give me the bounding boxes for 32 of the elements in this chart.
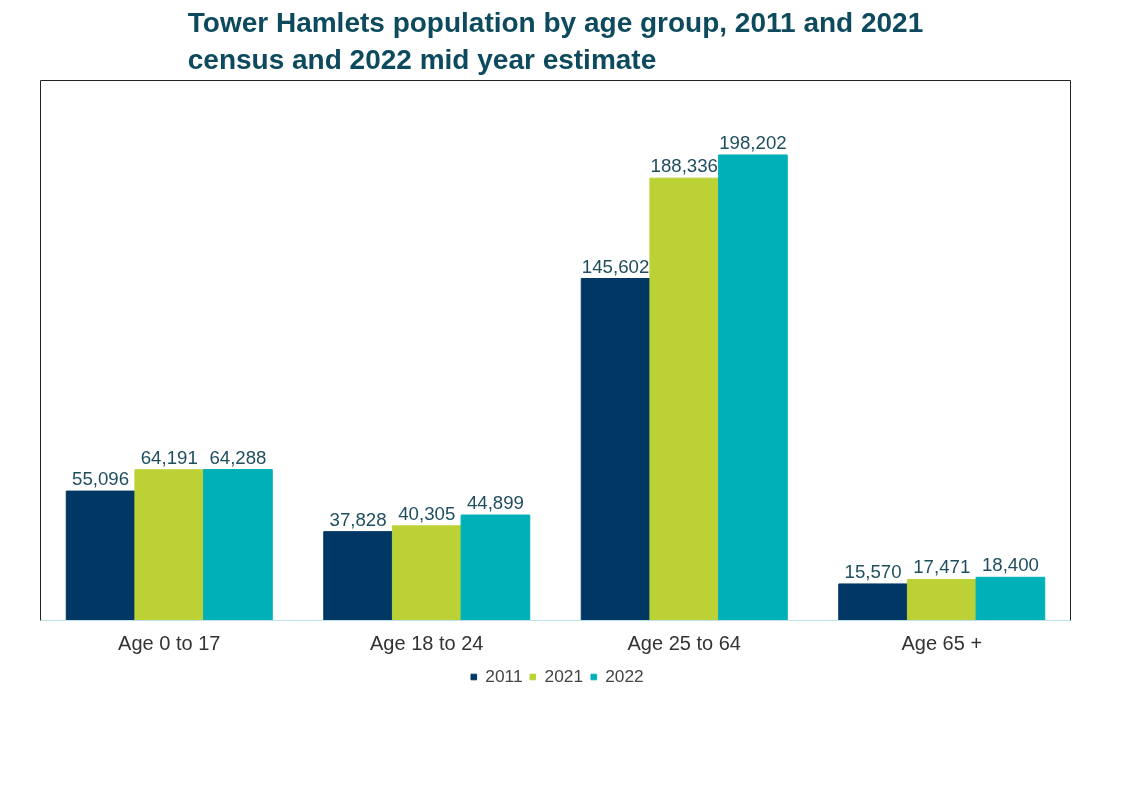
data-label: 44,899	[466, 492, 524, 514]
data-label: 55,096	[72, 468, 130, 490]
x-tick-label: Age 65 +	[901, 631, 983, 654]
bar	[975, 576, 1046, 621]
bar	[580, 278, 651, 621]
bar	[460, 514, 531, 621]
data-label: 18,400	[981, 554, 1039, 576]
data-label: 40,305	[398, 502, 456, 524]
bar	[718, 154, 788, 621]
x-tick-label: Age 25 to 64	[627, 631, 741, 654]
data-label: 145,602	[581, 255, 650, 277]
x-tick-label: Age 0 to 17	[118, 631, 221, 654]
bar	[906, 578, 977, 621]
legend-label: 2022	[605, 665, 644, 687]
data-label: 17,471	[913, 556, 971, 578]
data-label: 15,570	[844, 560, 902, 582]
bar	[323, 531, 393, 621]
legend-label: 2021	[544, 665, 584, 687]
data-label: 37,828	[329, 508, 387, 530]
bar	[391, 525, 462, 621]
data-label: 64,191	[140, 446, 198, 468]
bar	[65, 490, 136, 621]
bar	[134, 469, 205, 621]
legend-label: 2011	[485, 665, 523, 687]
data-label: 198,202	[719, 131, 787, 153]
data-label: 64,288	[209, 446, 267, 468]
bar	[838, 583, 908, 621]
data-label: 188,336	[650, 155, 718, 177]
x-tick-label: Age 18 to 24	[370, 631, 484, 654]
bar	[203, 469, 273, 621]
bar	[649, 177, 720, 621]
chart-title: Tower Hamlets population by age group, 2011 and 2021 census and 2022 mid year estimate	[187, 7, 924, 76]
